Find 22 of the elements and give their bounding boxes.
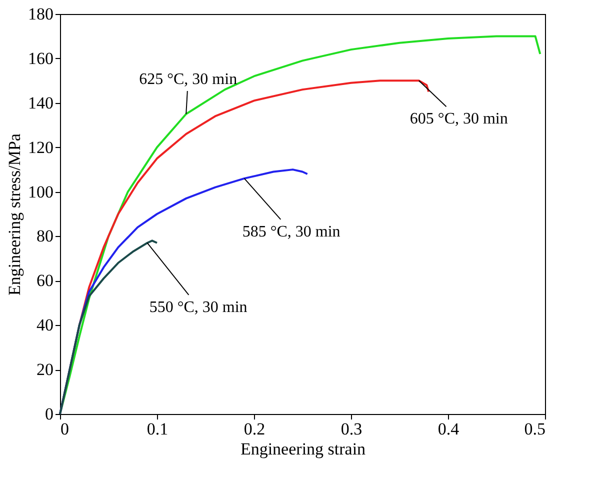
text: 550 °C, 30 min <box>149 298 248 316</box>
y-tick-label: 120 <box>28 138 54 157</box>
x-tick-label: 0.3 <box>340 420 362 438</box>
y-tick-label: 100 <box>28 182 54 202</box>
x-axis-title: Engineering strain <box>240 440 366 458</box>
series-label: 605 °C, 30 min <box>410 110 508 128</box>
x-tick-label: 0.1 <box>146 420 168 438</box>
x-tick-label: 0.2 <box>244 420 266 438</box>
y-tick-label: 20 <box>36 360 54 380</box>
series-label: 625 °C, 30 min <box>139 71 238 88</box>
y-tick-label: 80 <box>36 226 54 246</box>
y-tick-label: 40 <box>36 316 54 335</box>
x-tick-label: 0 <box>60 420 69 438</box>
y-tick-label: 180 <box>28 4 54 24</box>
y-axis-title: Engineering stress/MPa <box>5 133 24 296</box>
text: 585 °C, 30 min <box>242 223 340 240</box>
x-tick-label: 0.4 <box>438 420 460 438</box>
y-tick-label: 140 <box>28 93 54 112</box>
y-tick-label: 0 <box>45 404 54 424</box>
y-tick-label: 160 <box>28 48 54 68</box>
y-tick-label: 60 <box>36 271 54 290</box>
x-tick-label: 0.5 <box>524 420 546 438</box>
